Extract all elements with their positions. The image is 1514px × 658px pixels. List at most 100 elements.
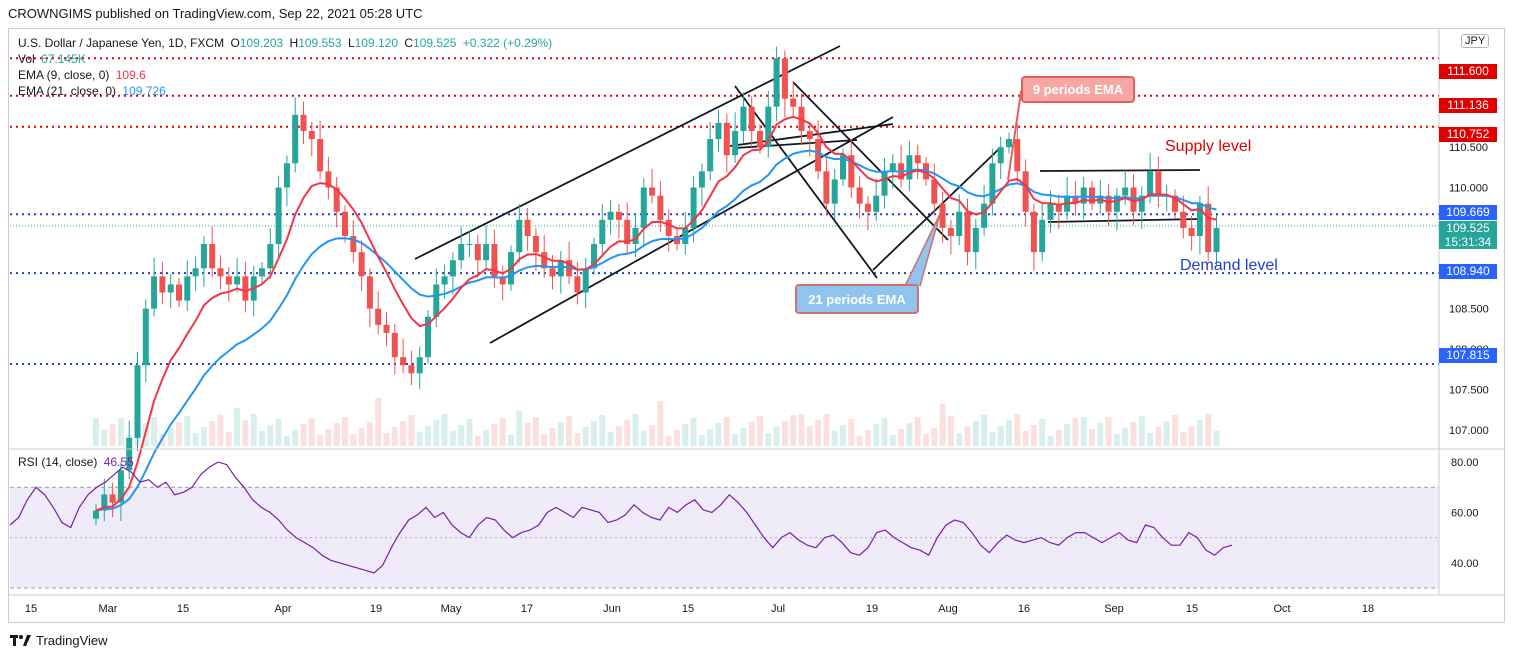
time-axis-tick-12: 16 — [1018, 603, 1030, 615]
volume-bar — [466, 419, 473, 446]
candle-body — [217, 268, 224, 277]
candle-body — [840, 155, 846, 180]
candle-body — [889, 163, 896, 172]
volume-bar — [524, 423, 531, 446]
volume-bar — [333, 423, 340, 446]
volume-bar — [1039, 419, 1046, 446]
candle-body — [964, 211, 971, 253]
candle-body — [989, 163, 996, 204]
candle-body — [914, 155, 921, 164]
price-tag-111600: 111.600 — [1439, 64, 1497, 79]
candle-body — [1188, 227, 1195, 236]
candle-body — [532, 235, 539, 253]
volume-bar — [217, 415, 224, 446]
candle-body — [723, 122, 730, 156]
volume-bar — [109, 424, 116, 446]
volume-bar — [275, 419, 282, 446]
legend-c-value: 109.525 — [413, 36, 457, 50]
candle-body — [541, 252, 548, 269]
volume-bar — [981, 415, 988, 446]
candle-body — [134, 365, 141, 438]
volume-bar — [317, 435, 324, 446]
candle-body — [972, 227, 979, 253]
candle-body — [1172, 195, 1178, 212]
candle-body — [308, 130, 315, 140]
candle-body — [1039, 219, 1046, 253]
volume-bar — [101, 430, 108, 446]
candle-body — [499, 276, 506, 285]
legend-change: +0.322 (+0.29%) — [462, 36, 553, 50]
time-axis-tick-6: 17 — [521, 603, 533, 615]
price-tag-last: 109.525 15:31:34 — [1439, 221, 1497, 249]
volume-bar — [209, 421, 216, 446]
volume-bar — [458, 425, 465, 446]
trendline-7 — [1039, 169, 1201, 172]
candle-body — [200, 244, 207, 269]
time-axis-tick-14: 15 — [1186, 603, 1198, 615]
candle-body — [242, 276, 249, 301]
legend-h-label: H — [289, 36, 299, 50]
price-axis-tick-1: 110.500 — [1449, 142, 1488, 154]
candle-body — [781, 58, 788, 99]
volume-bar — [416, 432, 423, 446]
candle-body — [682, 227, 689, 245]
volume-bar — [864, 430, 871, 446]
candle-body — [1113, 195, 1120, 212]
ema21-line — [95, 149, 1217, 512]
volume-bar — [665, 436, 672, 446]
candle-body — [101, 494, 108, 511]
volume-bar — [632, 414, 639, 446]
volume-bar — [250, 414, 257, 446]
volume-bar — [225, 432, 232, 446]
candle-body — [184, 276, 191, 301]
volume-bar — [167, 428, 174, 446]
volume-bar — [923, 434, 929, 446]
volume-bar — [1196, 420, 1203, 446]
currency-badge[interactable]: JPY — [1461, 34, 1490, 48]
volume-bar — [342, 417, 348, 446]
candle-body — [1089, 187, 1095, 204]
candle-body — [466, 244, 473, 246]
volume-bar — [1122, 428, 1129, 446]
volume-bar — [483, 430, 490, 446]
volume-bar — [674, 430, 680, 446]
time-axis-tick-7: Jun — [603, 603, 621, 615]
ema9-callout[interactable]: 9 periods EMA — [1021, 76, 1135, 103]
volume-bar — [798, 414, 805, 446]
volume-bar — [831, 431, 838, 446]
candle-body — [582, 268, 589, 293]
volume-bar — [358, 428, 365, 446]
volume-bar — [1030, 425, 1037, 446]
price-axis-tick-4: 108.500 — [1449, 304, 1489, 316]
volume-bar — [1130, 422, 1137, 446]
candle-body — [333, 187, 340, 212]
volume-bar — [117, 418, 124, 446]
candle-body — [765, 106, 772, 148]
time-axis-tick-16: 18 — [1362, 603, 1374, 615]
candle-body — [557, 260, 564, 277]
ema21-callout-text: 21 periods EMA — [808, 291, 906, 307]
price-axis-tick-6: 107.500 — [1449, 384, 1489, 396]
tradingview-logo[interactable]: TradingView — [10, 633, 108, 648]
candle-body — [599, 219, 606, 245]
price-tag-109669: 109.669 — [1439, 205, 1497, 220]
legend-c-label: C — [404, 36, 414, 50]
volume-bar — [781, 421, 788, 446]
volume-bar — [574, 433, 581, 446]
time-axis-tick-9: Jul — [771, 603, 785, 615]
volume-bar — [740, 428, 747, 446]
volume-bar — [748, 422, 755, 446]
volume-bar — [499, 418, 506, 446]
candle-body — [1147, 171, 1154, 196]
volume-bar — [607, 432, 614, 446]
volume-bar — [1022, 431, 1029, 446]
legend-l-value: 109.120 — [354, 36, 399, 50]
candle-body — [615, 211, 622, 220]
volume-bar — [283, 436, 290, 446]
time-axis-tick-1: Mar — [99, 603, 118, 615]
trendline-2 — [734, 85, 878, 279]
candle-body — [997, 147, 1004, 164]
candle-body — [715, 122, 722, 140]
ema21-callout[interactable]: 21 periods EMA — [795, 284, 919, 314]
